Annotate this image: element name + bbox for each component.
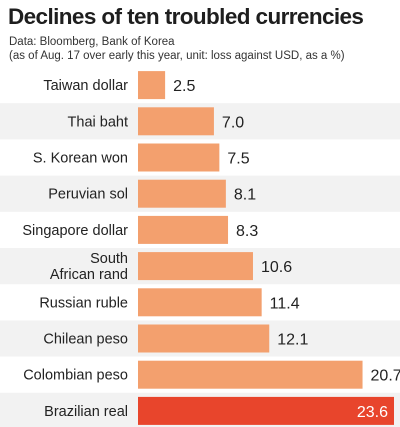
value-label: 12.1 (277, 332, 308, 349)
category-label: Colombian peso (23, 368, 128, 384)
value-label: 8.1 (234, 187, 256, 204)
bar (138, 288, 262, 317)
value-label: 8.3 (236, 223, 258, 240)
bar (138, 71, 166, 100)
bar (138, 396, 394, 425)
value-label: 11.4 (270, 295, 300, 312)
category-label: S. Korean won (33, 151, 128, 167)
category-label: Taiwan dollar (43, 78, 128, 94)
category-label: Brazilian real (44, 404, 128, 420)
chart-title: Declines of ten troubled currencies (8, 4, 364, 29)
category-label: Thai baht (68, 114, 128, 130)
category-label: Peruvian sol (48, 187, 128, 203)
value-label: 7.0 (222, 114, 244, 131)
category-label: Singapore dollar (22, 223, 128, 239)
bar (138, 324, 270, 353)
chart-note: (as of Aug. 17 over early this year, uni… (9, 50, 345, 62)
category-label: Russian ruble (39, 295, 128, 311)
bar (138, 179, 226, 208)
value-label: 7.5 (227, 151, 249, 168)
value-label: 23.6 (357, 404, 388, 421)
category-label: Chilean peso (43, 332, 128, 348)
value-label: 2.5 (173, 78, 195, 95)
bar (138, 143, 220, 172)
bar (138, 107, 214, 136)
bar (138, 252, 253, 281)
value-label: 20.7 (371, 368, 400, 385)
category-label: South (90, 251, 128, 267)
bar (138, 360, 363, 389)
value-label: 10.6 (261, 259, 292, 276)
category-label: African rand (50, 267, 128, 283)
bar (138, 215, 229, 244)
chart-source: Data: Bloomberg, Bank of Korea (9, 36, 175, 48)
